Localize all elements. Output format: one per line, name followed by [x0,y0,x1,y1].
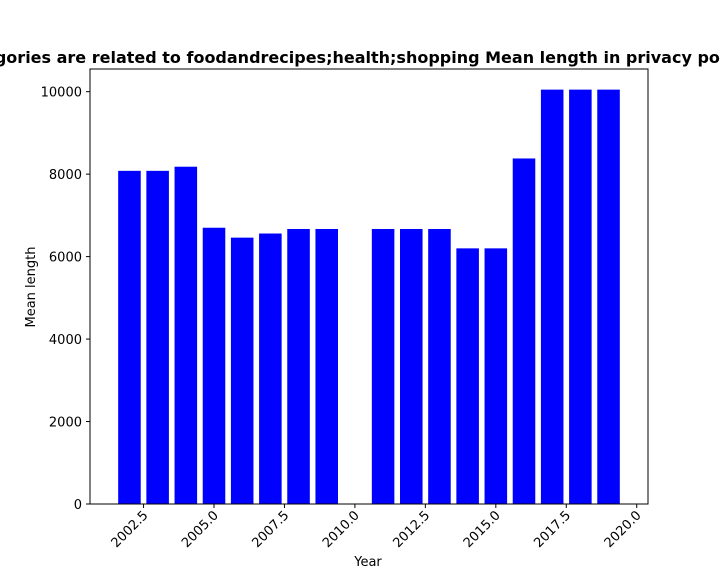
x-tick-label: 2020.0 [602,508,645,551]
y-tick-label: 8000 [49,168,82,183]
x-tick-label: 2012.5 [390,508,433,551]
y-axis: 0 2000 4000 6000 8000 10000 [41,86,90,513]
bar-2008 [287,228,310,505]
x-tick-label: 2005.0 [179,508,222,551]
x-tick-label: 2015.0 [461,508,504,551]
y-axis-label: Mean length [24,247,39,328]
bar-2011 [371,228,395,505]
bar-2009 [315,228,338,505]
x-tick-label: 2017.5 [531,508,574,551]
bar-2017 [540,89,564,505]
y-tick-label: 6000 [49,251,82,266]
bar-2013 [428,228,451,505]
x-tick-label: 2010.0 [320,508,363,551]
y-tick-label: 0 [74,498,82,513]
bar-2014 [456,248,479,504]
bar-2018 [569,89,592,505]
bar-2003 [146,170,169,504]
bars-group [118,89,620,505]
bar-2015 [484,248,508,504]
bar-2012 [400,228,423,505]
bar-2005 [202,227,226,505]
x-axis: 2002.5 2005.0 2007.5 2010.0 2012.5 2015.0 2017… [109,504,645,551]
bar-2006 [230,237,254,504]
x-tick-label: 2007.5 [250,508,293,551]
x-axis-label: Year [353,555,382,570]
bar-2007 [259,233,282,504]
bar-2004 [174,166,198,504]
y-tick-label: 2000 [49,416,82,431]
y-tick-label: 10000 [41,86,82,101]
y-tick-label: 4000 [49,333,82,348]
chart-title: Categories are related to foodandrecipes… [0,48,720,67]
bar-2016 [512,158,536,504]
x-tick-label: 2002.5 [109,508,152,551]
plot-area-frame [89,68,649,505]
bar-2002 [118,170,141,504]
bar-2019 [597,89,620,505]
